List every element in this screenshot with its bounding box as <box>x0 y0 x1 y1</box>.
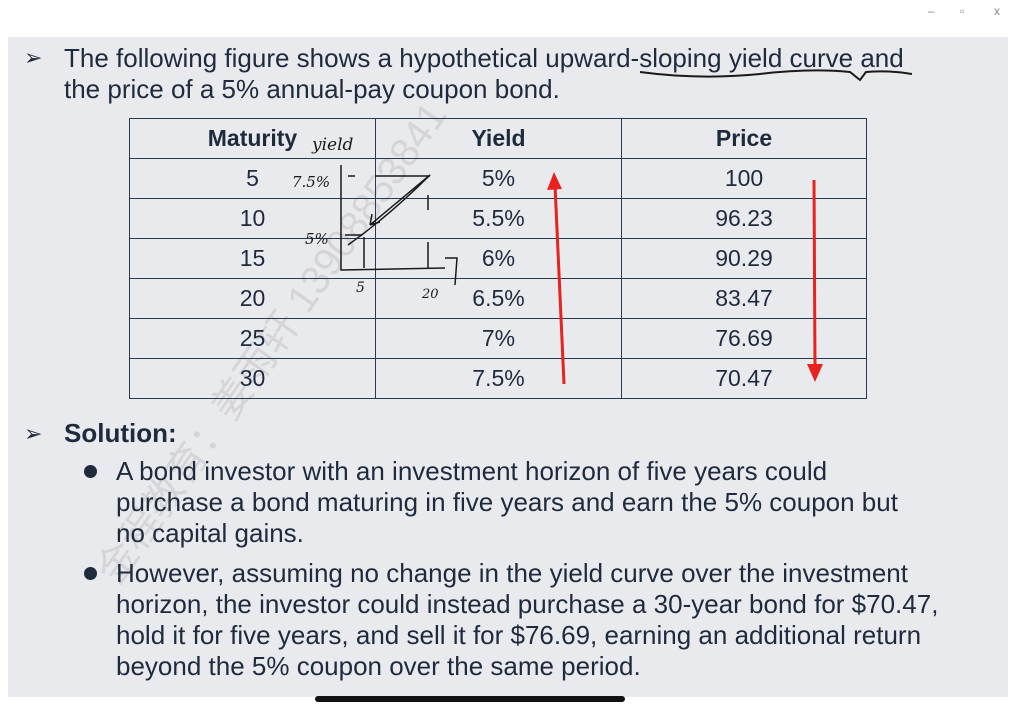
close-button[interactable]: x <box>994 4 1000 18</box>
cell: 25 <box>129 318 376 359</box>
cell: 10 <box>129 198 376 239</box>
cell: 7% <box>375 318 622 359</box>
solution-bullet-2: However, assuming no change in the yield… <box>116 558 938 682</box>
table-row: 5 5% 100 <box>129 158 867 199</box>
intro-line: the price of a 5% annual-pay coupon bond… <box>64 74 560 104</box>
bullet-line: hold it for five years, and sell it for … <box>116 620 922 650</box>
cell: 5.5% <box>375 198 622 239</box>
bullet-line: horizon, the investor could instead purc… <box>116 589 939 619</box>
cell: 100 <box>621 158 867 199</box>
table-row: 25 7% 76.69 <box>129 318 867 359</box>
solution-bullet-1: A bond investor with an investment horiz… <box>116 456 898 549</box>
header-maturity: Maturity <box>129 118 376 159</box>
cell: 15 <box>129 238 376 279</box>
bullet-line: However, assuming no change in the yield… <box>116 558 908 588</box>
cell: 90.29 <box>621 238 867 279</box>
table-row: 20 6.5% 83.47 <box>129 278 867 319</box>
maximize-button[interactable]: ▫ <box>960 4 965 18</box>
arrow-bullet-icon: ➢ <box>24 421 43 446</box>
cell: 76.69 <box>621 318 867 359</box>
bullet-line: no capital gains. <box>116 518 304 548</box>
bullet-line: purchase a bond maturing in five years a… <box>116 487 898 517</box>
home-indicator[interactable] <box>315 696 625 702</box>
cell: 5 <box>129 158 376 199</box>
solution-heading: Solution: <box>64 418 177 448</box>
bullet-dot-icon <box>84 567 97 580</box>
bullet-dot-icon <box>84 465 97 478</box>
intro-text: The following figure shows a hypothetica… <box>64 43 904 105</box>
cell: 70.47 <box>621 358 867 399</box>
cell: 6.5% <box>375 278 622 319</box>
cell: 20 <box>129 278 376 319</box>
table-header-row: Maturity Yield Price <box>129 118 867 159</box>
header-price: Price <box>621 118 867 159</box>
cell: 96.23 <box>621 198 867 239</box>
bullet-line: A bond investor with an investment horiz… <box>116 456 828 486</box>
table-row: 10 5.5% 96.23 <box>129 198 867 239</box>
table-row: 15 6% 90.29 <box>129 238 867 279</box>
header-yield: Yield <box>375 118 622 159</box>
arrow-bullet-icon: ➢ <box>24 45 43 70</box>
bond-table: Maturity Yield Price 5 5% 100 10 5.5% 96.23 … <box>129 118 867 399</box>
minimize-button[interactable]: – <box>928 4 935 18</box>
cell: 83.47 <box>621 278 867 319</box>
cell: 6% <box>375 238 622 279</box>
table-row: 30 7.5% 70.47 <box>129 358 867 399</box>
intro-line: The following figure shows a hypothetica… <box>64 43 904 73</box>
cell: 5% <box>375 158 622 199</box>
cell: 7.5% <box>375 358 622 399</box>
cell: 30 <box>129 358 376 399</box>
bullet-line: beyond the 5% coupon over the same perio… <box>116 651 641 681</box>
